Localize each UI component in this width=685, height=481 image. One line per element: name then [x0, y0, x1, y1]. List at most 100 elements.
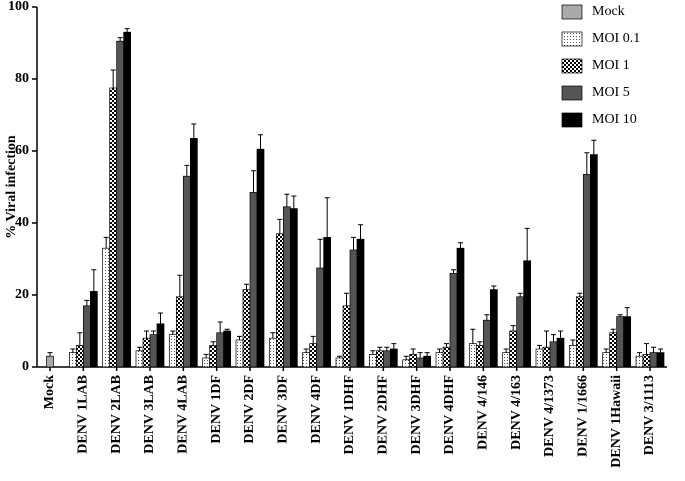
bar [356, 238, 365, 368]
bar [182, 175, 191, 368]
error-bar [117, 37, 123, 42]
bar [268, 337, 277, 368]
bar [516, 296, 525, 368]
bar [368, 354, 377, 368]
bar [656, 352, 665, 368]
bar [168, 334, 177, 368]
error-bar [47, 352, 53, 357]
bar [342, 305, 351, 368]
error-bar [103, 236, 109, 249]
error-bar [303, 348, 309, 353]
x-tick-label: DENV 3DHF [409, 375, 424, 454]
error-bar [491, 285, 497, 290]
error-bar [603, 348, 609, 353]
error-bar [644, 343, 649, 355]
x-tick-label: DENV 1Hawaii [609, 375, 624, 468]
bar [46, 355, 54, 368]
legend-swatch [561, 4, 583, 20]
bar [468, 343, 477, 368]
error-bar [358, 224, 363, 240]
bar [309, 343, 318, 368]
bar [509, 330, 518, 368]
bar [535, 348, 544, 368]
bar [423, 355, 432, 368]
error-bar [344, 292, 349, 306]
bar [275, 233, 284, 368]
bar [349, 249, 358, 368]
y-tick-label: 0 [22, 359, 29, 374]
bar [316, 267, 325, 368]
x-tick-label: DENV 1LAB [76, 375, 91, 454]
error-bar [617, 314, 623, 317]
error-bar [477, 341, 483, 346]
y-tick-label: 60 [15, 143, 29, 158]
bar [482, 319, 491, 368]
bar [282, 206, 291, 368]
error-bar [191, 123, 197, 139]
error-bar [458, 242, 463, 249]
error-bar [637, 352, 642, 357]
error-bar [424, 352, 430, 357]
bar [523, 260, 532, 368]
error-bar [624, 307, 630, 317]
error-bar [658, 348, 663, 353]
error-bar [384, 346, 390, 351]
bar [402, 359, 411, 368]
legend-label: MOI 0.1 [592, 31, 640, 46]
bar [582, 174, 591, 368]
bar [602, 352, 611, 368]
error-bar [503, 348, 509, 353]
bar [156, 323, 165, 368]
bar [135, 350, 144, 368]
x-tick-label: DENV 4/163 [509, 375, 524, 450]
bar [609, 332, 618, 368]
bar [542, 346, 551, 368]
x-tick-label: DENV 2LAB [109, 375, 124, 454]
error-bar [391, 343, 397, 349]
bar [549, 341, 558, 368]
error-bar [591, 139, 597, 155]
bar [589, 154, 598, 368]
error-bar [237, 335, 242, 340]
error-bar [110, 69, 116, 88]
bar [335, 357, 344, 368]
error-bar [510, 325, 516, 331]
error-bar [610, 328, 616, 333]
x-tick-label: DENV 4/146 [476, 375, 491, 450]
bar [249, 192, 258, 368]
error-bar [444, 343, 449, 348]
error-bar [584, 152, 590, 175]
x-tick-label: DENV 4LAB [176, 375, 191, 454]
bar [109, 87, 118, 368]
error-bar [337, 355, 342, 358]
bar [123, 31, 132, 368]
x-tick-label: DENV 1DHF [342, 375, 357, 454]
error-bar [351, 236, 356, 250]
error-bar [551, 334, 556, 342]
legend-label: MOI 5 [592, 85, 630, 100]
bar [575, 296, 584, 368]
bar [642, 354, 651, 368]
x-tick-label: DENV 3LAB [142, 375, 157, 454]
error-bar [91, 269, 97, 292]
error-bar [417, 352, 423, 358]
error-bar [310, 335, 316, 344]
error-bar [451, 269, 456, 274]
error-bar [651, 346, 656, 353]
y-tick-label: 40 [15, 215, 29, 230]
bar [209, 345, 218, 368]
bar [475, 345, 484, 368]
error-bar [210, 341, 216, 346]
x-tick-label: Mock [42, 375, 57, 409]
error-bar [558, 330, 563, 339]
error-bar [170, 330, 176, 335]
bar [635, 355, 644, 368]
bar [389, 348, 398, 368]
bar [442, 346, 451, 368]
error-bar [537, 344, 542, 349]
error-bar [144, 330, 149, 339]
error-bar [177, 274, 183, 297]
bar [89, 291, 98, 368]
error-bar [251, 170, 256, 193]
